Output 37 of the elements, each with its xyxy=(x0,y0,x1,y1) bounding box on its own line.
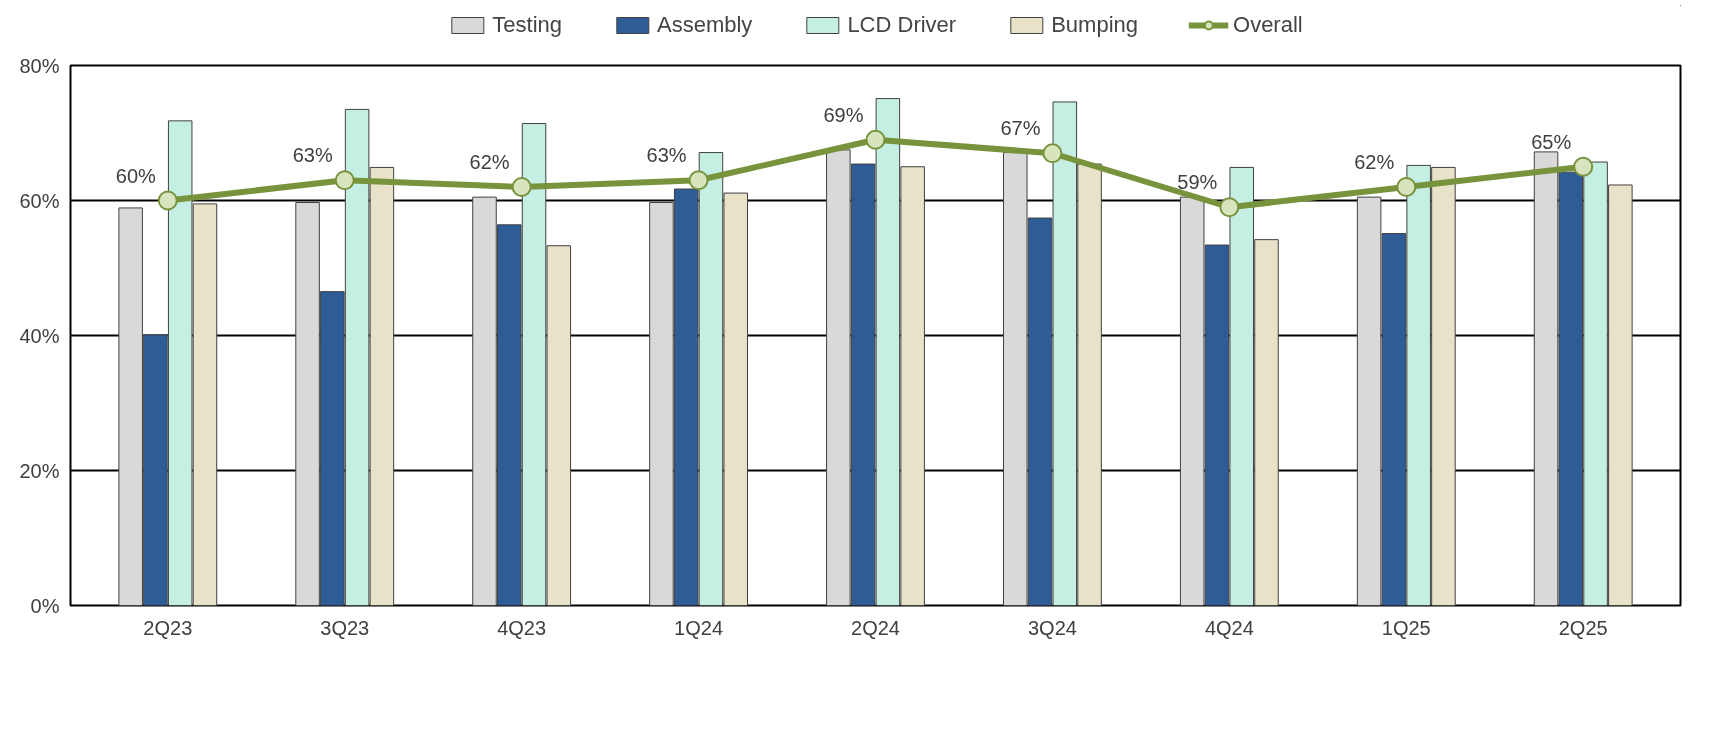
x-tick-label: 1Q24 xyxy=(674,616,724,639)
data-label: 69% xyxy=(823,103,864,126)
legend-label: Assembly xyxy=(657,12,753,38)
x-tick-label: 1Q25 xyxy=(1381,616,1431,639)
y-tick-label: 20% xyxy=(19,459,60,482)
point xyxy=(334,170,355,191)
y-tick-label: 0% xyxy=(30,594,60,617)
legend-label: LCD Driver xyxy=(847,12,957,38)
y-tick-label: 80% xyxy=(19,54,60,77)
data-label: 63% xyxy=(646,144,687,167)
x-tick-label: 3Q24 xyxy=(1027,616,1077,639)
point xyxy=(1219,197,1240,218)
data-label: 63% xyxy=(292,144,333,167)
point xyxy=(1396,177,1417,197)
point xyxy=(1573,156,1594,177)
legend-label: Bumping xyxy=(1051,12,1139,38)
point xyxy=(688,170,709,191)
x-tick-label: 3Q23 xyxy=(320,616,370,639)
data-label: 59% xyxy=(1177,171,1218,194)
point xyxy=(511,177,532,197)
data-label: 62% xyxy=(469,151,510,173)
legend-label: Testing xyxy=(492,12,563,38)
x-tick-label: 4Q24 xyxy=(1204,616,1254,639)
x-tick-label: 4Q23 xyxy=(497,616,547,639)
point xyxy=(1042,143,1063,164)
point xyxy=(157,190,178,211)
legend-label: Overall xyxy=(1233,12,1303,38)
x-tick-label: 2Q24 xyxy=(851,616,900,639)
x-tick-label: 2Q23 xyxy=(143,616,193,639)
data-label: 62% xyxy=(1354,151,1395,173)
data-label: 60% xyxy=(115,164,157,187)
y-tick-label: 60% xyxy=(19,189,60,212)
data-label: 65% xyxy=(1531,130,1572,153)
y-tick-label: 40% xyxy=(19,324,60,347)
x-tick-label: 2Q25 xyxy=(1558,616,1608,639)
data-label: 67% xyxy=(1000,117,1041,140)
point xyxy=(865,129,886,150)
